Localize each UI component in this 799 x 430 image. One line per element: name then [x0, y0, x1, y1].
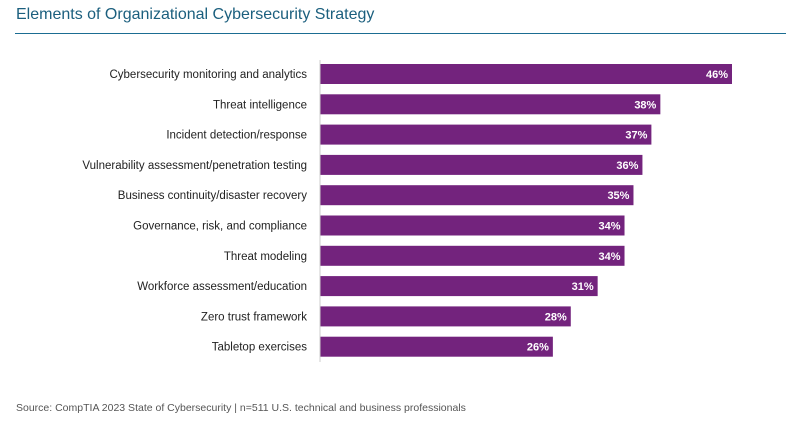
data-label: 46% — [706, 69, 728, 81]
category-label: Governance, risk, and compliance — [133, 221, 307, 233]
category-label: Threat intelligence — [213, 99, 307, 111]
data-label: 35% — [607, 190, 629, 202]
bar — [320, 245, 625, 266]
data-label: 37% — [625, 130, 647, 142]
category-label: Workforce assessment/education — [137, 281, 307, 293]
data-label: 31% — [572, 281, 594, 293]
bar-chart: Cybersecurity monitoring and analytics 46… — [82, 60, 732, 362]
data-label: 34% — [598, 251, 620, 263]
data-label: 28% — [545, 311, 567, 323]
bar — [320, 94, 661, 115]
bar — [320, 124, 652, 145]
data-label: 36% — [616, 160, 638, 172]
title-divider — [15, 33, 786, 34]
category-label: Incident detection/response — [166, 130, 307, 142]
category-label: Cybersecurity monitoring and analytics — [109, 69, 307, 81]
bar — [320, 154, 643, 175]
bar — [320, 215, 625, 236]
bar — [320, 336, 553, 357]
bar — [320, 306, 571, 327]
category-label: Vulnerability assessment/penetration tes… — [82, 160, 307, 172]
bar — [320, 185, 634, 206]
data-label: 34% — [598, 221, 620, 233]
category-label: Business continuity/disaster recovery — [118, 190, 307, 202]
category-label: Threat modeling — [224, 251, 307, 263]
category-label: Zero trust framework — [201, 311, 307, 323]
chart-title: Elements of Organizational Cybersecurity… — [16, 6, 375, 23]
data-label: 26% — [527, 342, 549, 354]
bar — [320, 276, 598, 297]
category-label: Tabletop exercises — [212, 342, 307, 354]
bar — [320, 64, 732, 84]
source-note: Source: CompTIA 2023 State of Cybersecur… — [16, 402, 466, 414]
data-label: 38% — [634, 99, 656, 111]
